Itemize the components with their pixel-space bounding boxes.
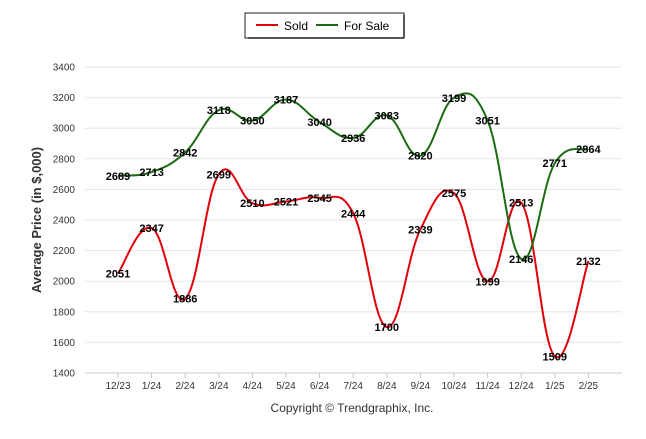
data-label-sold: 2051 <box>106 268 130 280</box>
y-axis-title: Average Price (in $,000) <box>29 147 44 293</box>
y-tick-label: 2200 <box>53 246 76 257</box>
x-tick-label: 4/24 <box>243 381 263 392</box>
data-label-for-sale: 3118 <box>207 105 231 117</box>
x-tick-label: 10/24 <box>441 381 466 392</box>
data-label-sold: 1999 <box>475 276 499 288</box>
y-tick-label: 1600 <box>53 338 76 349</box>
legend-label-for-sale: For Sale <box>344 19 390 33</box>
legend-label-sold: Sold <box>284 19 308 33</box>
data-label-sold: 1886 <box>173 294 197 306</box>
x-tick-label: 9/24 <box>411 381 431 392</box>
data-labels: 2051 2347 1886 2699 2510 2521 2545 2444 1700 2339… <box>106 93 602 364</box>
axes: 1400 1600 1800 2000 2200 2400 2600 2800 3000 3200… <box>53 63 622 392</box>
data-label-sold: 1509 <box>543 351 567 363</box>
y-tick-label: 1400 <box>53 369 76 380</box>
data-label-for-sale: 2689 <box>106 171 130 183</box>
copyright-footer: Copyright © Trendgraphix, Inc. <box>271 401 434 415</box>
data-label-sold: 2510 <box>240 198 264 210</box>
y-tick-label: 1800 <box>53 307 76 318</box>
y-tick-label: 3200 <box>53 93 76 104</box>
data-label-sold: 2339 <box>408 224 432 236</box>
data-label-sold: 2575 <box>442 188 466 200</box>
legend: Sold For Sale <box>244 12 405 39</box>
data-label-for-sale: 2146 <box>509 254 533 266</box>
x-tick-label: 3/24 <box>209 381 229 392</box>
series-line-sold <box>117 168 590 359</box>
y-tick-label: 3400 <box>53 63 76 74</box>
data-label-for-sale: 3083 <box>375 111 399 123</box>
x-tick-label: 6/24 <box>310 381 330 392</box>
data-label-sold: 2444 <box>341 208 366 220</box>
x-tick-label: 12/24 <box>509 381 534 392</box>
data-label-sold: 2347 <box>139 223 163 235</box>
data-label-sold: 2545 <box>307 193 331 205</box>
x-tick-label: 12/23 <box>105 381 130 392</box>
x-tick-label: 1/25 <box>545 381 565 392</box>
grid-lines <box>85 66 622 374</box>
x-tick-label: 8/24 <box>377 381 397 392</box>
y-tick-label: 3000 <box>53 124 76 135</box>
x-tick-label: 2/24 <box>175 381 195 392</box>
data-label-for-sale: 3040 <box>307 117 331 129</box>
data-label-sold: 2513 <box>509 198 533 210</box>
data-label-for-sale: 3051 <box>475 115 499 127</box>
data-label-for-sale: 3050 <box>240 116 264 128</box>
data-label-for-sale: 2842 <box>173 147 197 159</box>
x-tick-label: 5/24 <box>276 381 296 392</box>
data-label-for-sale: 2771 <box>543 158 567 170</box>
data-label-sold: 2521 <box>274 196 298 208</box>
y-tick-label: 2800 <box>53 154 76 165</box>
x-tick-label: 1/24 <box>142 381 162 392</box>
data-label-sold: 2699 <box>207 169 231 181</box>
x-tick-label: 7/24 <box>343 381 363 392</box>
data-label-for-sale: 2864 <box>576 144 601 156</box>
data-label-sold: 1700 <box>375 322 399 334</box>
x-tick-label: 11/24 <box>475 381 500 392</box>
y-tick-label: 2600 <box>53 185 76 196</box>
series-line-for-sale <box>117 92 589 261</box>
x-tick-label: 2/25 <box>579 381 599 392</box>
series-lines <box>117 92 590 359</box>
data-label-for-sale: 2713 <box>139 167 163 179</box>
y-tick-label: 2000 <box>53 277 76 288</box>
y-tick-label: 2400 <box>53 216 76 227</box>
data-label-for-sale: 3199 <box>442 93 466 105</box>
data-label-for-sale: 2820 <box>408 151 432 163</box>
data-label-sold: 2132 <box>576 256 600 268</box>
data-label-for-sale: 2936 <box>341 133 365 145</box>
data-label-for-sale: 3187 <box>274 95 298 107</box>
